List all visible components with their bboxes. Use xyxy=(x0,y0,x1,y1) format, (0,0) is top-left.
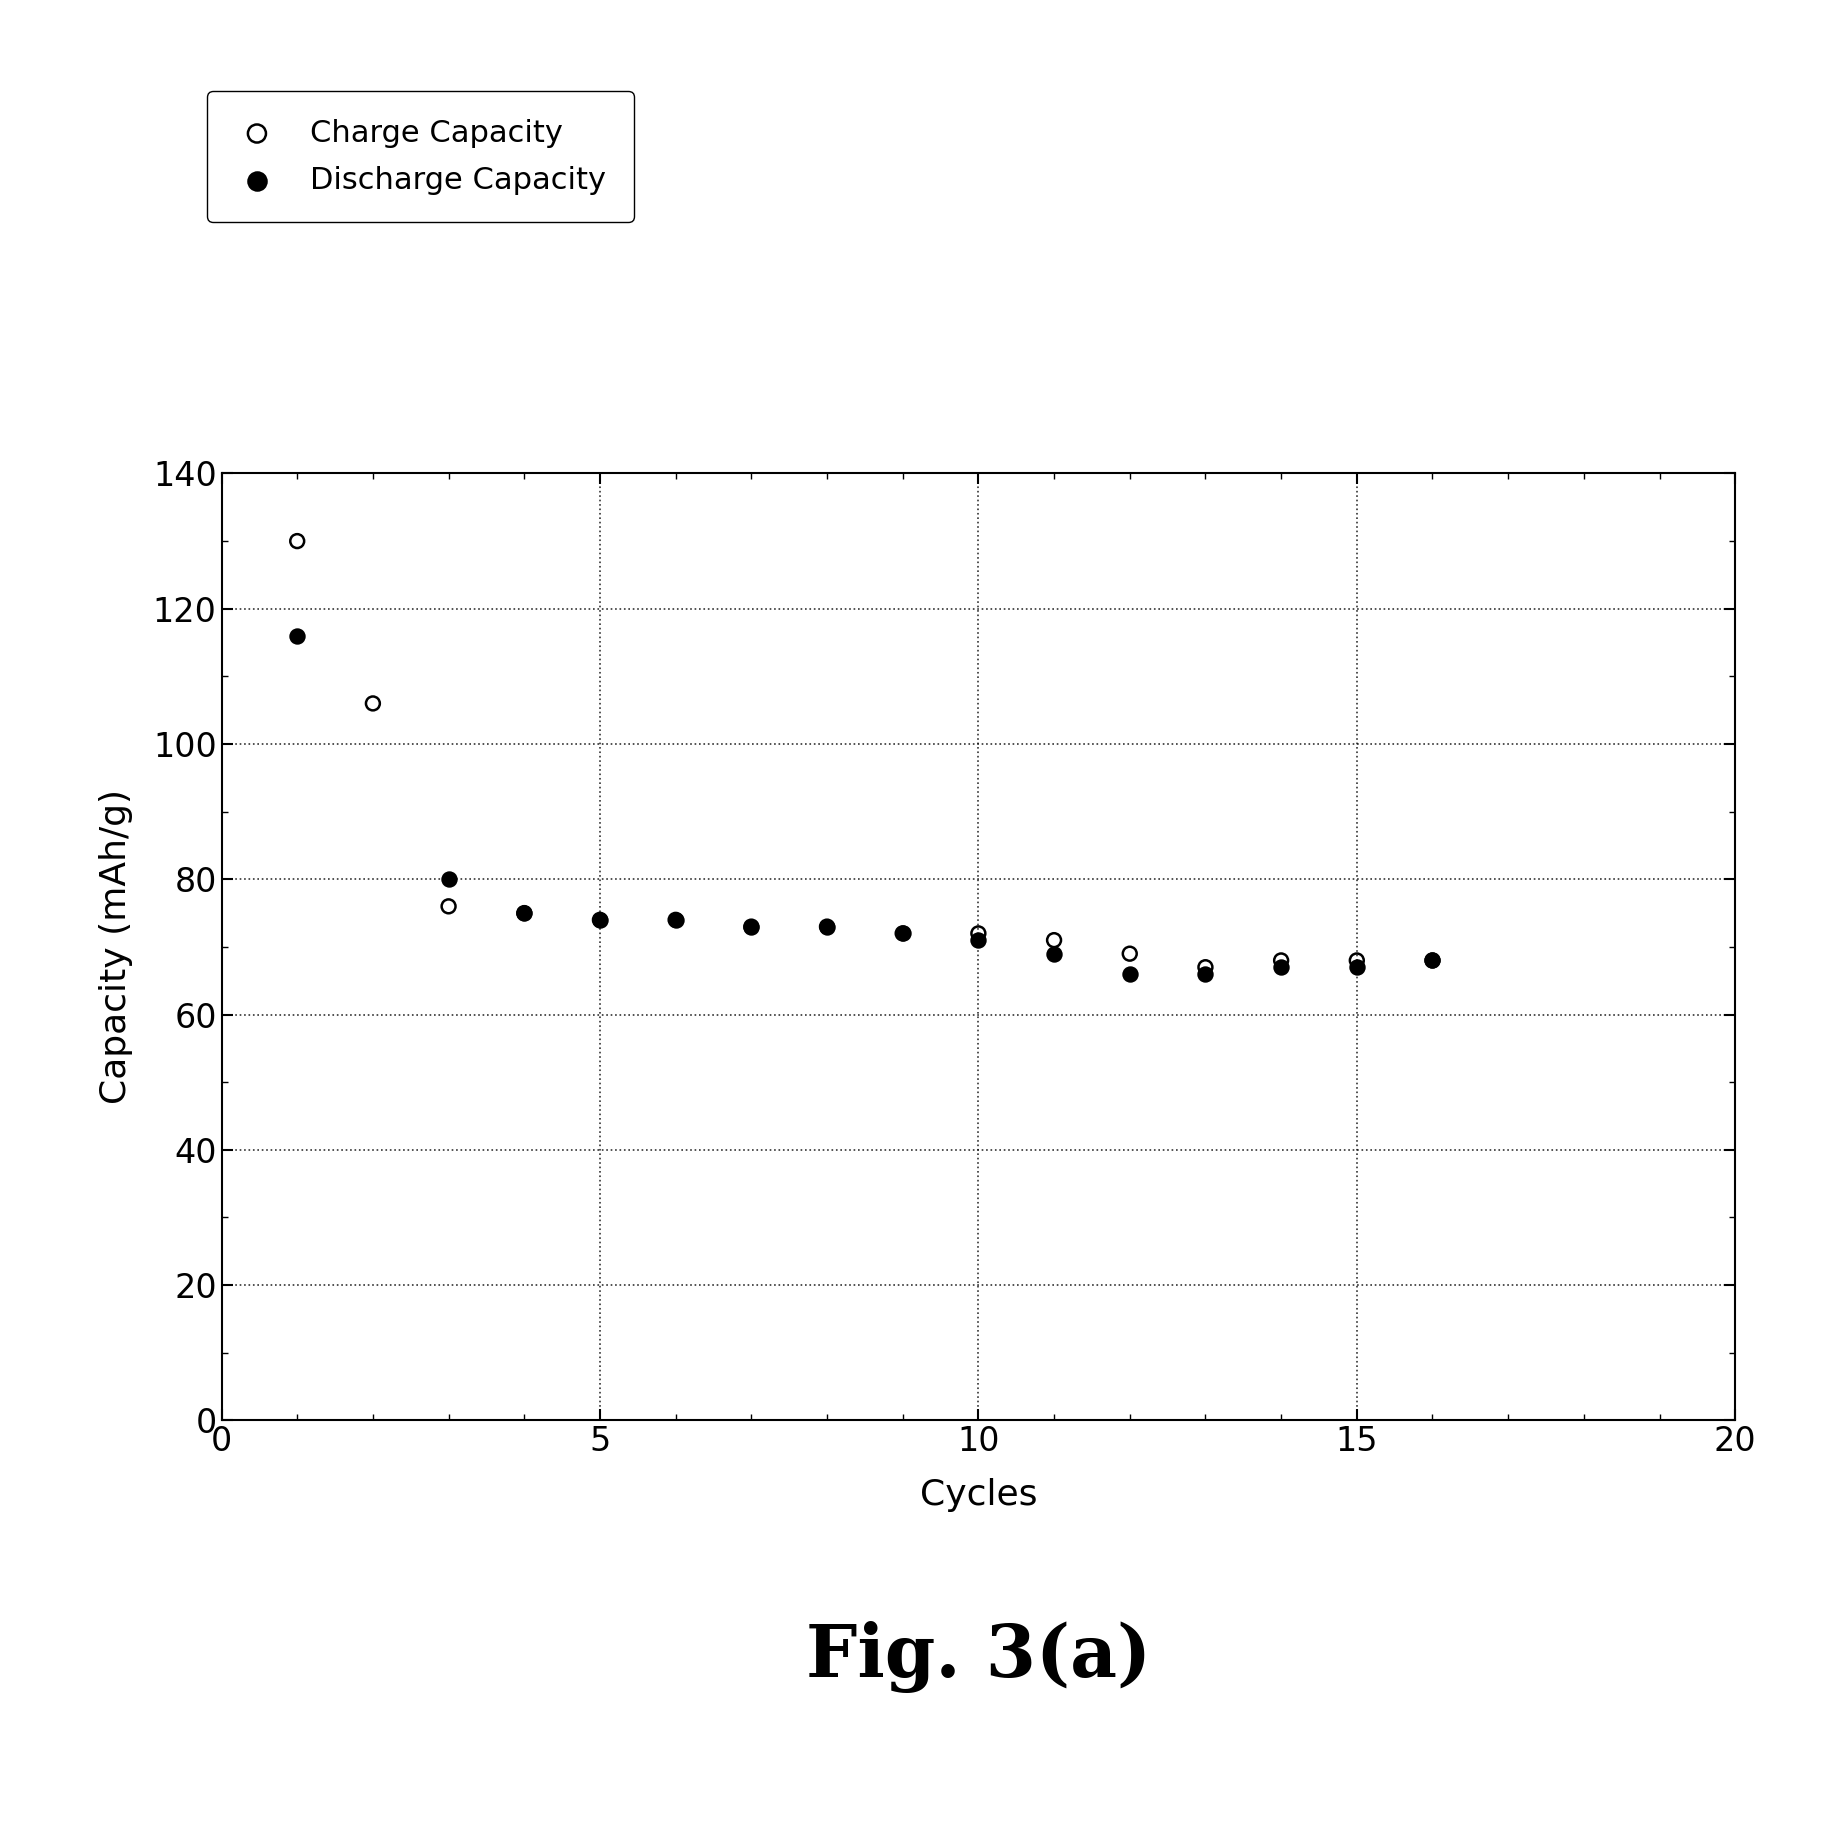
Y-axis label: Capacity (mAh/g): Capacity (mAh/g) xyxy=(100,790,133,1104)
Discharge Capacity xyxy=(1266,952,1296,982)
Discharge Capacity xyxy=(661,905,690,934)
Charge Capacity xyxy=(1266,945,1296,974)
Discharge Capacity xyxy=(1191,960,1220,989)
Charge Capacity xyxy=(888,920,917,949)
Discharge Capacity xyxy=(737,912,766,941)
Charge Capacity xyxy=(964,920,993,949)
Charge Capacity xyxy=(1418,945,1447,974)
Charge Capacity xyxy=(585,905,615,934)
Charge Capacity xyxy=(737,912,766,941)
Charge Capacity xyxy=(812,912,842,941)
Charge Capacity xyxy=(1039,925,1069,954)
Discharge Capacity xyxy=(434,865,463,894)
Discharge Capacity xyxy=(888,920,917,949)
Charge Capacity xyxy=(661,905,690,934)
Discharge Capacity xyxy=(1418,945,1447,974)
Charge Capacity xyxy=(1115,940,1145,969)
Discharge Capacity xyxy=(812,912,842,941)
Charge Capacity xyxy=(509,898,539,927)
Charge Capacity xyxy=(282,526,312,555)
Discharge Capacity xyxy=(964,925,993,954)
Charge Capacity xyxy=(434,892,463,921)
Discharge Capacity xyxy=(1115,960,1145,989)
Charge Capacity xyxy=(1191,952,1220,982)
Charge Capacity xyxy=(358,688,388,717)
Legend: Charge Capacity, Discharge Capacity: Charge Capacity, Discharge Capacity xyxy=(207,91,633,222)
Discharge Capacity xyxy=(282,621,312,650)
X-axis label: Cycles: Cycles xyxy=(919,1477,1037,1511)
Discharge Capacity xyxy=(1342,952,1372,982)
Discharge Capacity xyxy=(585,905,615,934)
Discharge Capacity xyxy=(1039,940,1069,969)
Discharge Capacity xyxy=(509,898,539,927)
Text: Fig. 3(a): Fig. 3(a) xyxy=(807,1621,1150,1694)
Charge Capacity xyxy=(1342,945,1372,974)
